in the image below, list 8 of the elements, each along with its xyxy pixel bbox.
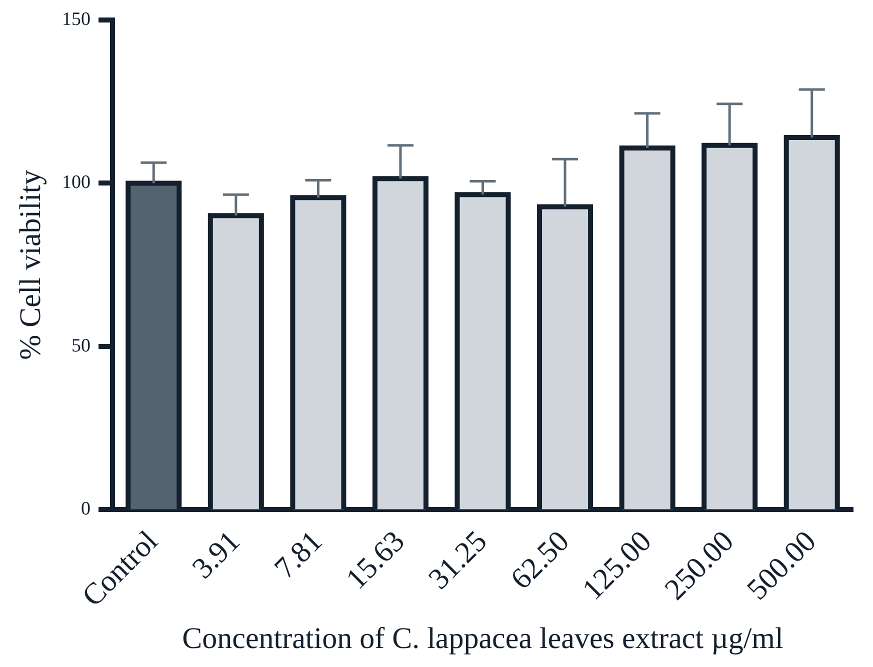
y-tick-label: 0 xyxy=(81,498,90,520)
y-tick-label: 100 xyxy=(62,172,90,194)
y-tick-label: 50 xyxy=(72,335,90,356)
y-axis-title: % Cell viability xyxy=(14,170,47,360)
y-tick-label: 150 xyxy=(62,8,90,30)
x-tick-label: 3.91 xyxy=(186,524,246,586)
x-axis-title: Concentration of C. lappacea leaves extract µg/ml xyxy=(182,622,784,655)
x-tick-label: 7.81 xyxy=(268,524,329,586)
